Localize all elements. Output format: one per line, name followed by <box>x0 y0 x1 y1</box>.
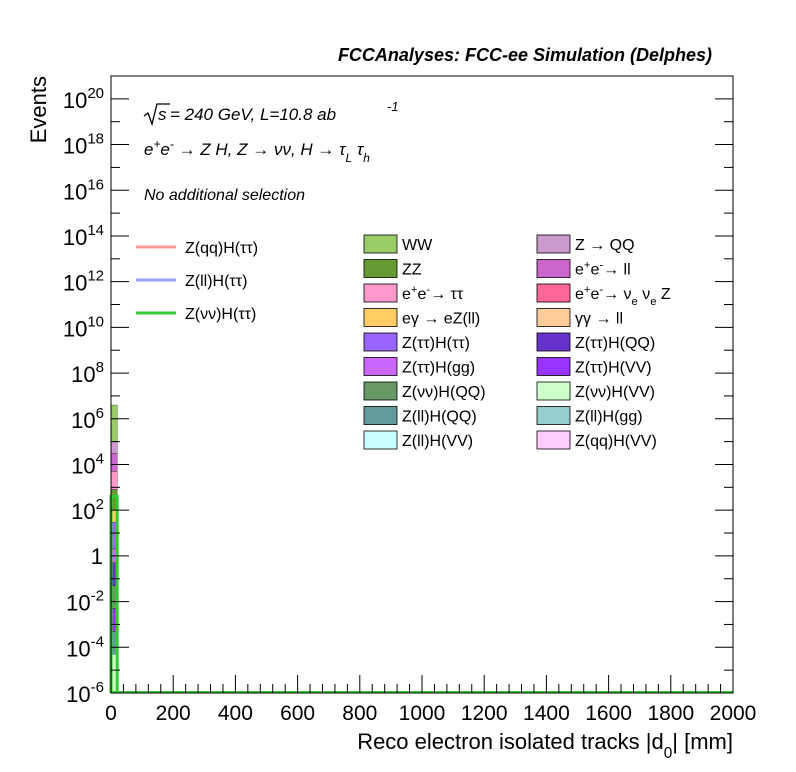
lumi-exponent: -1 <box>387 99 399 114</box>
legend-swatch <box>536 308 571 327</box>
x-tick-label: 1600 <box>585 702 632 725</box>
legend-swatch <box>363 332 398 352</box>
legend-label: Z → QQ <box>575 237 635 254</box>
x-tick-label: 200 <box>156 702 191 725</box>
legend-swatch <box>536 332 571 352</box>
legend-signals: Z(qq)H(ττ) Z(ll)H(ττ) Z(νν)H(ττ) <box>136 240 258 323</box>
legend-swatch <box>536 430 571 450</box>
chart-title: FCCAnalyses: FCC-ee Simulation (Delphes) <box>338 45 712 65</box>
legend-signal-label: Z(qq)H(ττ) <box>185 240 258 257</box>
legend-label: ZZ <box>402 262 422 279</box>
legend-label: Z(ll)H(QQ) <box>402 409 477 426</box>
x-tick-label: 400 <box>218 702 253 725</box>
legend-label: Z(ττ)H(VV) <box>575 360 652 377</box>
legend-label: eγ → eZ(ll) <box>402 311 480 328</box>
y-tick-labels: 10-6 10-4 10-2 1 102 104 106 108 1010 1012 1014 101… <box>63 85 104 707</box>
y-tick-label: 104 <box>71 450 104 478</box>
legend-label: Z(ll)H(VV) <box>402 433 473 450</box>
legend-swatch <box>363 283 398 303</box>
x-tick-label: 1400 <box>523 702 570 725</box>
legend-label: e+e-→ ll <box>575 260 631 279</box>
x-tick-label: 1800 <box>647 702 694 725</box>
y-tick-label: 1014 <box>63 222 104 250</box>
legend-label: e+e-→ ττ <box>402 284 464 303</box>
legend-label: Z(ττ)H(ττ) <box>402 335 470 352</box>
legend-label: Z(qq)H(VV) <box>575 433 657 450</box>
legend-label: Z(νν)H(VV) <box>575 384 655 401</box>
legend-swatch <box>536 283 571 303</box>
y-tick-label: 1020 <box>63 85 104 113</box>
y-tick-label: 10-2 <box>66 588 104 616</box>
legend-swatch <box>363 357 398 376</box>
axis-ticks <box>110 98 734 694</box>
legend-label: WW <box>402 237 433 254</box>
y-tick-label: 1010 <box>63 313 104 341</box>
legend-swatch <box>536 234 571 254</box>
x-tick-labels: 0 200 400 600 800 1000 1200 1400 1600 1800 2000 <box>105 702 756 725</box>
legend-label: Z(ττ)H(gg) <box>402 360 475 377</box>
legend-swatch <box>536 259 571 278</box>
sqrt-s-annotation: s = 240 GeV, L=10.8 ab -1 <box>143 99 399 127</box>
stack-segment <box>110 471 118 490</box>
legend-signal-label: Z(νν)H(ττ) <box>185 306 256 323</box>
y-tick-label: 102 <box>71 496 104 524</box>
selection-annotation: No additional selection <box>144 187 305 204</box>
energy-lumi-text: = 240 GeV, L=10.8 ab <box>170 105 336 124</box>
x-tick-label: 2000 <box>710 702 757 725</box>
legend-label: Z(νν)H(QQ) <box>402 384 486 401</box>
y-tick-label: 106 <box>71 405 104 433</box>
sqrt-symbol <box>143 103 170 127</box>
stack-segment <box>110 404 118 442</box>
sqrt-s-text: s <box>158 105 167 124</box>
legend-label: Z(ττ)H(QQ) <box>575 335 655 352</box>
stack-segment <box>110 453 118 472</box>
stack-segment <box>110 441 118 454</box>
legend-label: γγ → ll <box>575 311 623 328</box>
y-tick-label: 108 <box>71 359 104 387</box>
legend-swatch <box>363 259 398 278</box>
y-tick-label: 1016 <box>63 176 104 204</box>
y-tick-label: 1012 <box>63 268 104 296</box>
y-tick-label: 10-6 <box>66 679 104 707</box>
legend-swatch <box>536 357 571 376</box>
legend-swatch <box>363 308 398 327</box>
legend-label: Z(ll)H(gg) <box>575 409 643 426</box>
y-tick-label: 1018 <box>63 131 104 159</box>
legend-swatch <box>363 234 398 254</box>
x-tick-label: 600 <box>280 702 315 725</box>
y-tick-label: 10-4 <box>66 633 104 661</box>
x-tick-label: 1200 <box>461 702 508 725</box>
legend-swatch <box>363 406 398 425</box>
legend-swatch <box>363 430 398 450</box>
legend-swatch <box>363 381 398 401</box>
x-tick-label: 0 <box>105 702 117 725</box>
x-tick-label: 1000 <box>399 702 446 725</box>
legend-swatch <box>536 406 571 425</box>
x-tick-label: 800 <box>342 702 377 725</box>
y-tick-label: 1 <box>91 544 103 569</box>
y-axis-label: Events <box>26 76 51 143</box>
legend-swatch <box>536 381 571 401</box>
legend-signal-label: Z(ll)H(ττ) <box>185 273 247 290</box>
